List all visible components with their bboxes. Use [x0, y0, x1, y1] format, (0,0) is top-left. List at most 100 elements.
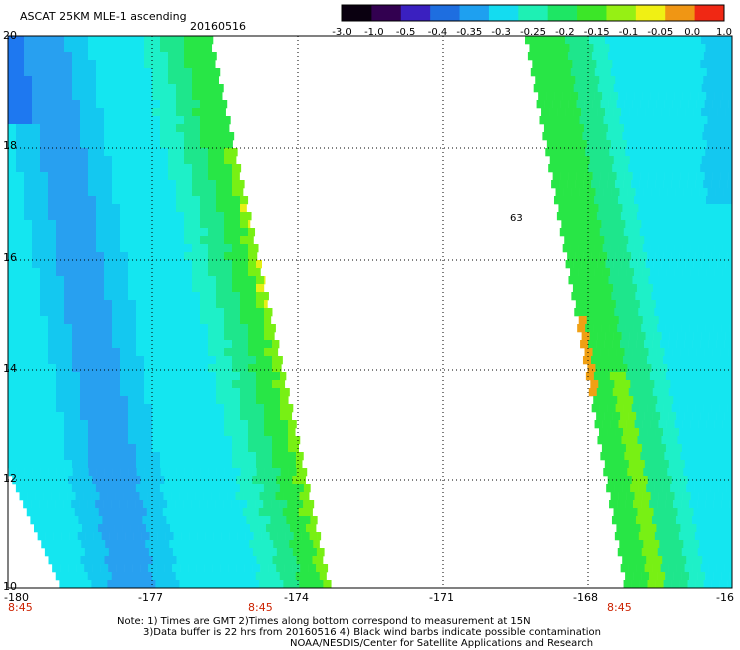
- swath-cell: [104, 380, 113, 389]
- swath-cell: [189, 532, 198, 541]
- swath-cell: [591, 252, 600, 261]
- swath-cell: [56, 52, 65, 61]
- swath-cell: [152, 300, 161, 309]
- swath-cell: [160, 300, 169, 309]
- swath-cell: [120, 36, 129, 45]
- swath-cell: [152, 140, 161, 149]
- swath-cell: [155, 492, 164, 501]
- swath-cell: [569, 220, 578, 229]
- swath-cell: [128, 300, 137, 309]
- swath-cell: [647, 476, 657, 485]
- swath-cell: [698, 316, 708, 325]
- swath-cell: [128, 420, 137, 429]
- swath-cell: [686, 380, 695, 389]
- swath-cell: [57, 540, 66, 549]
- swath-cell: [168, 292, 177, 301]
- swath-cell: [645, 436, 654, 445]
- swath-cell: [16, 436, 25, 445]
- swath-cell: [674, 492, 683, 501]
- swath-cell: [216, 556, 225, 565]
- swath-cell: [543, 52, 553, 61]
- swath-cell: [676, 564, 685, 573]
- swath-cell: [622, 356, 632, 365]
- swath-cell: [285, 532, 294, 541]
- swath-cell: [67, 580, 76, 589]
- swath-cell: [96, 116, 105, 125]
- swath-cell: [112, 76, 121, 85]
- swath-cell: [605, 156, 615, 165]
- swath-cell: [581, 260, 590, 269]
- swath-cell: [24, 52, 33, 61]
- swath-cell: [320, 556, 324, 565]
- swath-cell: [121, 540, 130, 549]
- swath-cell: [24, 124, 33, 133]
- swath-cell: [195, 580, 204, 589]
- swath-cell: [240, 204, 247, 213]
- swath-cell: [40, 220, 49, 229]
- swath-cell: [609, 44, 618, 53]
- swath-cell: [232, 324, 241, 333]
- swath-cell: [621, 156, 631, 165]
- swath-cell: [287, 500, 296, 509]
- swath-cell: [128, 44, 137, 53]
- swath-cell: [677, 436, 686, 445]
- swath-cell: [128, 188, 137, 197]
- swath-cell: [144, 212, 153, 221]
- swath-cell: [223, 484, 233, 493]
- swath-cell: [573, 36, 582, 45]
- swath-cell: [24, 452, 33, 461]
- swath-cell: [72, 220, 81, 229]
- swath-cell: [629, 260, 638, 269]
- swath-cell: [40, 252, 49, 261]
- swath-cell: [638, 484, 647, 493]
- swath-cell: [541, 36, 550, 45]
- swath-cell: [136, 236, 145, 245]
- swath-cell: [8, 116, 17, 125]
- swath-cell: [24, 468, 33, 477]
- swath-cell: [40, 372, 49, 381]
- swath-cell: [581, 36, 590, 45]
- swath-cell: [176, 404, 185, 413]
- swath-cell: [52, 564, 61, 573]
- swath-cell: [547, 116, 556, 125]
- swath-cell: [56, 316, 65, 325]
- swath-cell: [144, 164, 153, 173]
- swath-cell: [615, 228, 625, 237]
- swath-cell: [280, 420, 289, 429]
- swath-cell: [559, 52, 569, 61]
- swath-cell: [184, 412, 193, 421]
- swath-cell: [324, 564, 329, 573]
- swath-cell: [16, 332, 25, 341]
- swath-cell: [48, 284, 57, 293]
- swath-cell: [160, 332, 169, 341]
- swath-cell: [104, 420, 113, 429]
- swath-cell: [95, 500, 104, 509]
- swath-cell: [644, 164, 653, 173]
- swath-cell: [120, 316, 129, 325]
- swath-cell: [697, 148, 706, 157]
- swath-cell: [8, 412, 17, 421]
- swath-cell: [80, 36, 89, 45]
- swath-cell: [678, 204, 687, 213]
- swath-cell: [168, 204, 177, 213]
- swath-cell: [88, 444, 97, 453]
- swath-cell: [580, 284, 590, 293]
- swath-cell: [601, 444, 611, 453]
- swath-cell: [184, 236, 193, 245]
- swath-cell: [32, 364, 41, 373]
- swath-cell: [713, 396, 722, 405]
- swath-cell: [85, 532, 94, 541]
- swath-cell: [128, 444, 137, 453]
- swath-cell: [136, 164, 145, 173]
- swath-cell: [240, 348, 249, 357]
- swath-cell: [707, 468, 716, 477]
- swath-cell: [692, 284, 702, 293]
- swath-cell: [662, 356, 672, 365]
- swath-cell: [16, 148, 25, 157]
- swath-cell: [112, 68, 121, 77]
- swath-cell: [48, 444, 57, 453]
- swath-cell: [120, 340, 129, 349]
- swath-cell: [172, 548, 182, 557]
- swath-cell: [307, 580, 316, 589]
- swath-cell: [304, 468, 308, 477]
